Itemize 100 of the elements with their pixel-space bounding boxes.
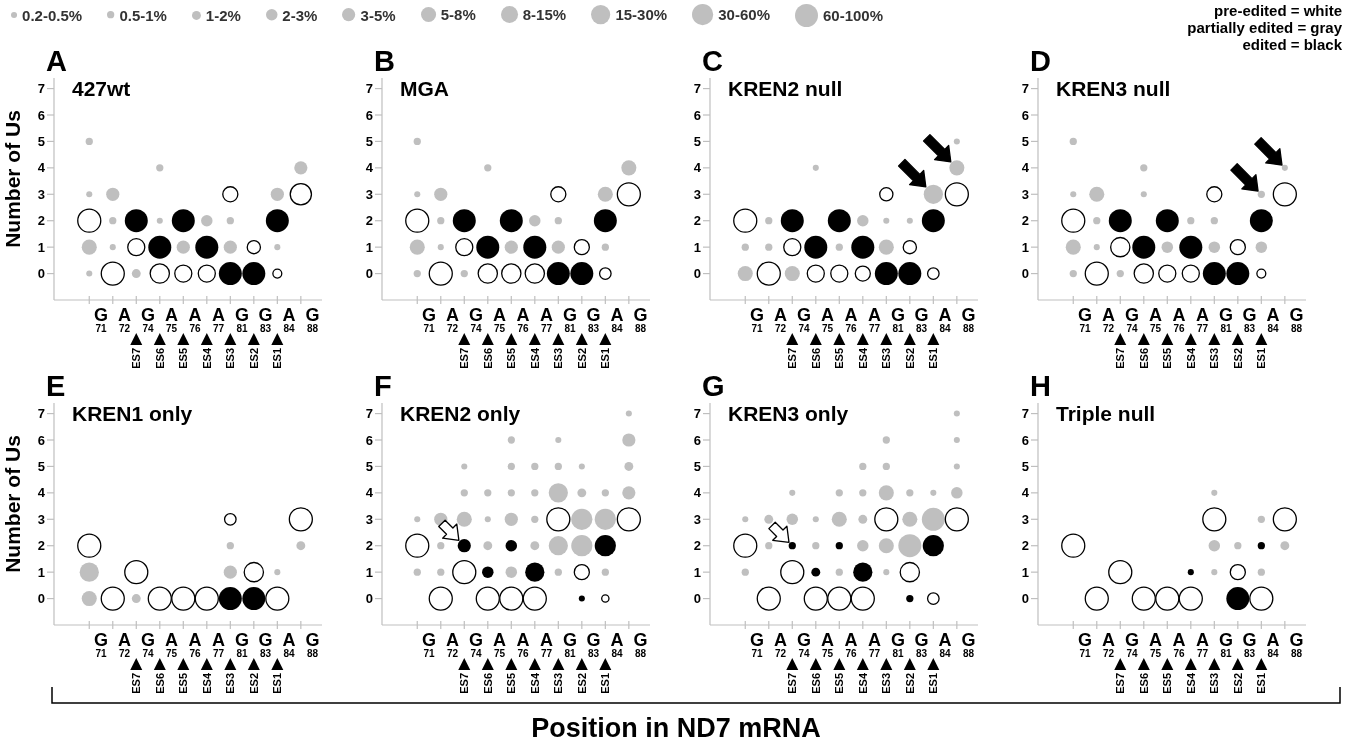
x-tick-label: ES6 [1137, 673, 1150, 694]
y-tick-label: 2 [365, 213, 373, 229]
x-tick-label: ES4 [1184, 672, 1197, 694]
chart-subtitle: KREN3 only [728, 402, 849, 426]
x-tick-label: ES4 [200, 672, 213, 694]
x-tick-label: ES5 [1161, 348, 1174, 369]
x-tick-label: ES6 [153, 348, 166, 369]
x-tick-label: ES3 [224, 348, 237, 369]
y-tick-label: 7 [693, 81, 701, 97]
y-tick-label: 2 [365, 538, 373, 554]
x-tick-label: ES1 [1255, 673, 1268, 694]
y-tick-label: 4 [693, 485, 702, 501]
y-tick-label: 3 [1021, 511, 1029, 527]
x-tick-label: ES3 [552, 348, 565, 369]
text: edited = black [1241, 36, 1342, 53]
x-tick-label: ES4 [856, 347, 869, 369]
legend-label: 0.2-0.5% [22, 6, 83, 24]
y-tick-label: 4 [1021, 160, 1030, 176]
x-tick-label: ES5 [1161, 673, 1174, 694]
chart-title: D [1030, 45, 1051, 77]
y-tick-label: 4 [365, 485, 374, 501]
y-tick-label: 0 [365, 591, 373, 607]
y-tick-label: 1 [693, 564, 701, 580]
x-tick-label: ES4 [528, 347, 541, 369]
x-tick-label: ES3 [880, 673, 893, 694]
legend-label: 0.5-1% [119, 6, 167, 24]
x-tick-label: ES4 [528, 672, 541, 694]
x-tick-label: ES3 [880, 348, 893, 369]
x-tick-label: ES5 [177, 348, 190, 369]
chart-subtitle: KREN2 null [728, 77, 843, 101]
y-tick-label: 7 [37, 406, 45, 422]
x-tick-label: ES1 [1255, 348, 1268, 369]
y-tick-label: 1 [1021, 239, 1029, 255]
y-tick-label: 4 [365, 160, 374, 176]
chart-subtitle: KREN2 only [400, 402, 521, 426]
y-tick-label: 4 [37, 485, 46, 501]
y-tick-label: 3 [693, 511, 701, 527]
y-tick-label: 1 [693, 239, 701, 255]
x-tick-label: ES2 [575, 673, 588, 694]
y-tick-label: 1 [37, 239, 45, 255]
x-tick-label: ES1 [927, 348, 940, 369]
y-tick-label: 5 [37, 134, 45, 150]
legend-label: 5-8% [440, 6, 476, 24]
y-tick-label: 2 [1021, 213, 1029, 229]
chart-title: F [374, 370, 392, 402]
y-tick-label: 3 [693, 186, 701, 202]
y-tick-label: 0 [37, 266, 45, 282]
chart-title: A [46, 45, 67, 77]
y-tick-label: 1 [365, 564, 373, 580]
y-axis-title: Number of Us [1, 110, 24, 248]
chart-subtitle: KREN3 null [1056, 77, 1171, 101]
x-tick-label: ES2 [903, 348, 916, 369]
legend-label: 30-60% [718, 6, 770, 24]
x-tick-label: ES3 [552, 673, 565, 694]
x-tick-label: ES5 [505, 348, 518, 369]
y-tick-label: 0 [1021, 266, 1029, 282]
x-tick-label: ES2 [575, 348, 588, 369]
y-tick-label: 7 [37, 81, 45, 97]
x-tick-label: ES2 [247, 348, 260, 369]
chart-subtitle: MGA [400, 77, 449, 101]
y-tick-label: 7 [1021, 406, 1029, 422]
x-tick-label: ES3 [1208, 673, 1221, 694]
y-tick-label: 5 [37, 459, 45, 475]
chart-subtitle: Triple null [1056, 402, 1156, 426]
x-tick-label: ES1 [599, 348, 612, 369]
y-tick-label: 7 [365, 406, 373, 422]
y-tick-label: 7 [1021, 81, 1029, 97]
y-tick-label: 4 [37, 160, 46, 176]
x-tick-label: ES2 [1231, 673, 1244, 694]
legend-label: 2-3% [282, 6, 318, 24]
x-tick-label: ES1 [927, 673, 940, 694]
chart-title: G [702, 370, 725, 402]
y-tick-label: 3 [365, 511, 373, 527]
y-tick-label: 2 [693, 213, 701, 229]
x-tick-label: ES1 [599, 673, 612, 694]
legend-label: 1-2% [205, 6, 241, 24]
text: pre-edited = white [1213, 2, 1342, 19]
x-tick-label: ES5 [833, 348, 846, 369]
x-tick-label: ES4 [200, 347, 213, 369]
x-tick-label: ES7 [1114, 673, 1127, 694]
y-tick-label: 6 [693, 432, 701, 448]
x-tick-label: ES5 [505, 673, 518, 694]
y-tick-label: 6 [365, 432, 373, 448]
y-axis-title: Number of Us [1, 435, 24, 573]
x-tick-label: ES5 [833, 673, 846, 694]
y-tick-label: 2 [37, 538, 45, 554]
y-tick-label: 0 [365, 266, 373, 282]
x-tick-label: ES4 [856, 672, 869, 694]
x-tick-label: ES2 [903, 673, 916, 694]
y-tick-label: 5 [1021, 459, 1029, 475]
x-tick-label: ES6 [1137, 348, 1150, 369]
y-tick-label: 0 [693, 591, 701, 607]
y-tick-label: 1 [365, 239, 373, 255]
y-tick-label: 7 [365, 81, 373, 97]
legend-label: 15-30% [615, 6, 668, 24]
y-tick-label: 6 [37, 432, 45, 448]
x-tick-label: ES5 [177, 673, 190, 694]
legend-label: 60-100% [822, 6, 884, 24]
x-tick-label: ES6 [153, 673, 166, 694]
x-tick-label: ES7 [458, 673, 471, 694]
